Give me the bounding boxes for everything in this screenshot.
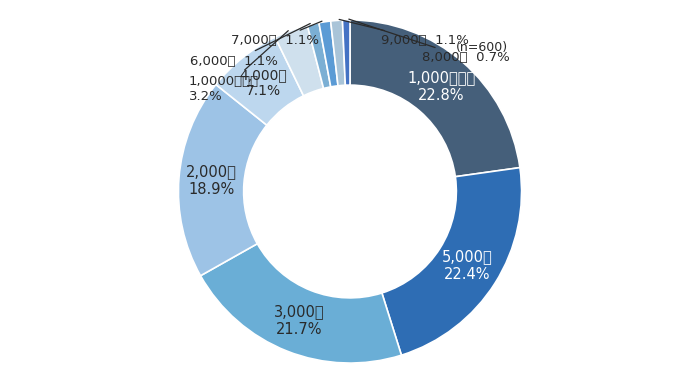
Wedge shape <box>200 244 401 363</box>
Text: 1,0000円以上
3.2%: 1,0000円以上 3.2% <box>189 31 288 103</box>
Wedge shape <box>275 25 323 96</box>
Wedge shape <box>307 23 330 88</box>
Text: 8,000円  0.7%: 8,000円 0.7% <box>349 19 510 64</box>
Text: 2,000円
18.9%: 2,000円 18.9% <box>186 164 237 196</box>
Text: 1,000円以下
22.8%: 1,000円以下 22.8% <box>407 70 475 103</box>
Text: 9,000円  1.1%: 9,000円 1.1% <box>339 20 469 47</box>
Wedge shape <box>319 21 338 87</box>
Text: 6,000円  1.1%: 6,000円 1.1% <box>190 23 310 68</box>
Wedge shape <box>342 20 350 85</box>
Wedge shape <box>382 168 522 355</box>
Wedge shape <box>330 20 345 86</box>
Text: 7,000円  1.1%: 7,000円 1.1% <box>231 21 322 47</box>
Text: 3,000円
21.7%: 3,000円 21.7% <box>274 304 324 337</box>
Wedge shape <box>178 85 267 276</box>
Text: 4,000円
7.1%: 4,000円 7.1% <box>239 68 287 98</box>
Wedge shape <box>216 37 304 125</box>
Text: 5,000円
22.4%: 5,000円 22.4% <box>442 249 493 282</box>
Wedge shape <box>350 20 520 177</box>
Text: (n=600): (n=600) <box>456 41 508 54</box>
